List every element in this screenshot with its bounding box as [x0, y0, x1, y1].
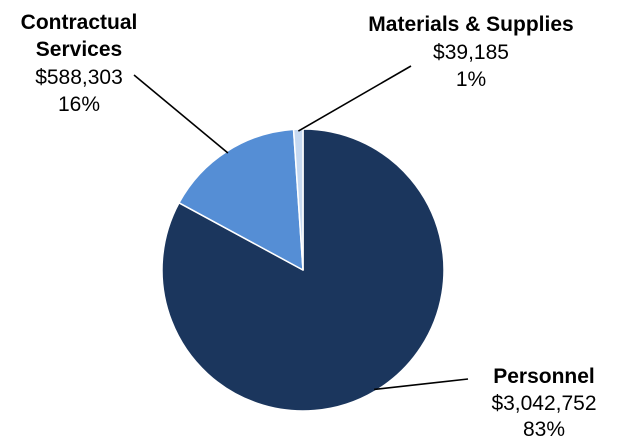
data-label-personnel-amount: $3,042,752 — [491, 392, 596, 415]
data-label-contractual-services-name-line-2: Services — [36, 38, 122, 61]
leader-line-personnel — [374, 378, 469, 391]
leader-lines — [133, 65, 469, 391]
data-label-personnel-name: Personnel — [493, 365, 595, 388]
leader-line-contractual-services — [133, 74, 229, 154]
data-label-materials-supplies: Materials & Supplies $39,185 1% — [368, 13, 573, 91]
data-label-contractual-services-amount: $588,303 — [35, 66, 123, 89]
data-label-contractual-services-percent: 16% — [58, 93, 100, 116]
data-label-contractual-services-name-line-1: Contractual — [21, 11, 138, 34]
leader-line-materials-supplies — [297, 65, 412, 132]
data-label-materials-supplies-name: Materials & Supplies — [368, 13, 573, 36]
data-label-personnel-percent: 83% — [523, 418, 565, 441]
data-label-contractual-services: Contractual Services $588,303 16% — [21, 11, 138, 116]
pie-slices — [161, 128, 445, 412]
data-label-materials-supplies-amount: $39,185 — [433, 41, 509, 64]
data-label-personnel: Personnel $3,042,752 83% — [491, 365, 596, 441]
data-label-materials-supplies-percent: 1% — [456, 68, 486, 91]
